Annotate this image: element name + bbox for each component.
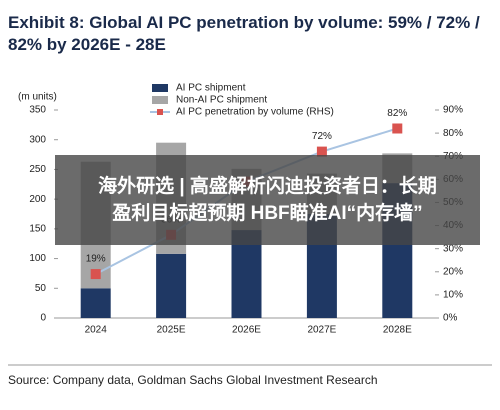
legend-swatch [152,96,168,104]
news-banner: 海外研选 | 高盛解析闪迪投资者日：长期盈利目标超预期 HBF瞄准AI“内存墙” [55,155,480,245]
data-label: 19% [86,254,106,265]
source: Source: Company data, Goldman Sachs Glob… [8,373,378,387]
marker [392,123,403,134]
legend-marker [157,109,163,115]
x-tick-label: 2024 [85,325,108,336]
marker [316,146,327,157]
legend-swatch [152,84,168,92]
legend-label: AI PC shipment [176,83,246,94]
y-tick-label: 50 [35,283,47,294]
title-box: Exhibit 8: Global AI PC penetration by v… [8,13,480,54]
y-tick-label: 200 [29,194,46,205]
bar [156,253,187,318]
x-tick-label: 2026E [232,325,261,336]
bar [80,288,111,318]
y2-tick-label: 20% [443,266,463,277]
data-label: 72% [312,131,332,142]
data-label: 82% [387,108,407,119]
y2-tick-label: 10% [443,290,463,301]
y-tick-label: 350 [29,105,46,116]
x-tick-label: 2028E [383,325,412,336]
y2-tick-label: 90% [443,105,463,116]
y2-tick-label: 80% [443,128,463,139]
marker [90,269,101,280]
x-tick-label: 2027E [307,325,336,336]
y-tick-label: 250 [29,164,46,175]
y-tick-label: 300 [29,134,46,145]
legend-label: AI PC penetration by volume (RHS) [176,107,334,118]
y-tick-label: 100 [29,253,46,264]
y-tick-label: 150 [29,223,46,234]
banner-text: 海外研选 | 高盛解析闪迪投资者日：长期盈利目标超预期 HBF瞄准AI“内存墙” [98,176,437,224]
chart-title: Exhibit 8: Global AI PC penetration by v… [8,13,480,54]
legend-label: Non-AI PC shipment [176,95,267,106]
y-axis-label: (m units) [18,92,57,103]
x-tick-label: 2025E [157,325,186,336]
y-tick-label: 0 [40,313,46,324]
y2-tick-label: 30% [443,243,463,254]
y2-tick-label: 0% [443,313,458,324]
